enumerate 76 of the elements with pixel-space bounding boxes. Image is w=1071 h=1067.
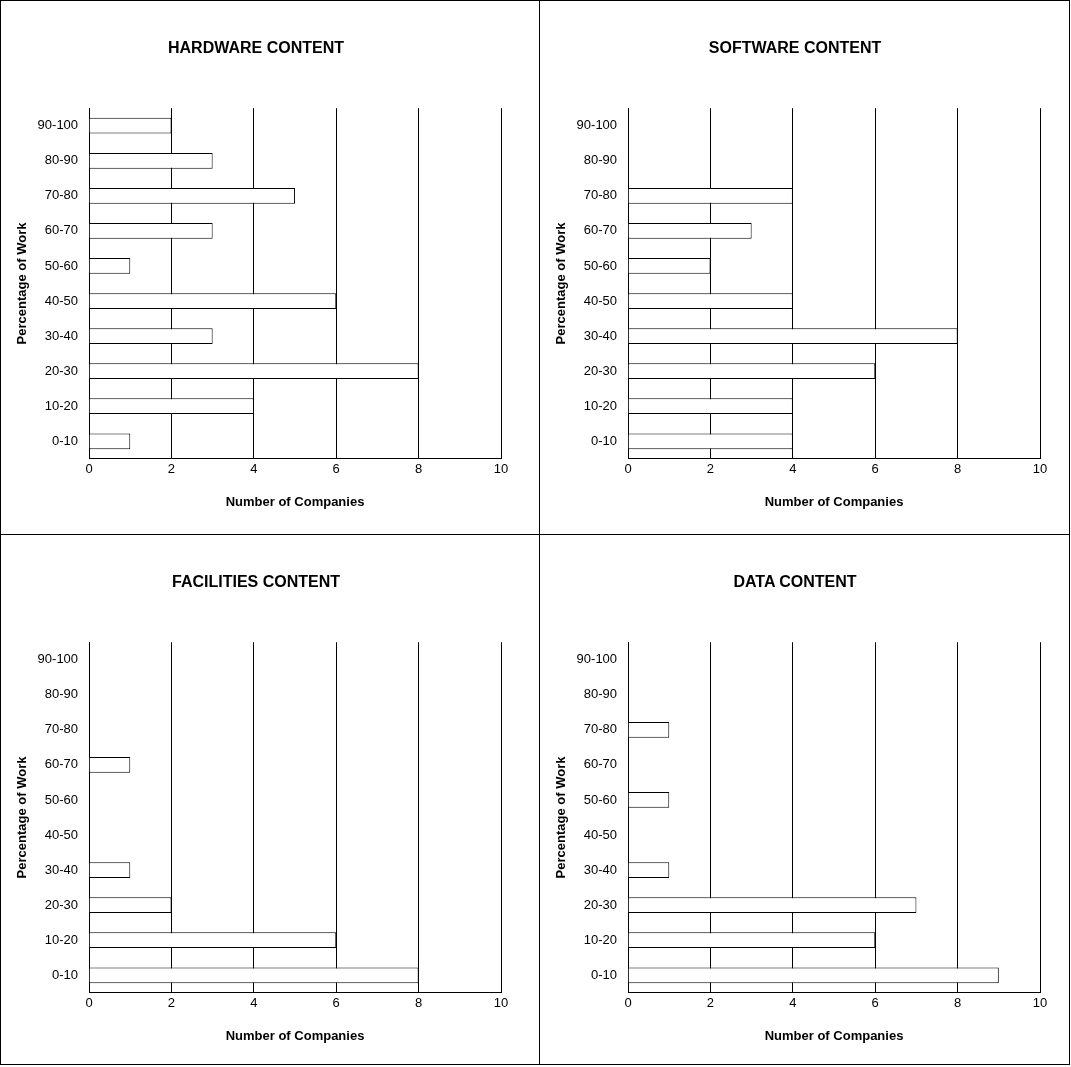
x-tick-label: 0 [624, 461, 632, 477]
x-axis-title: Number of Companies [764, 493, 904, 509]
x-tick-label: 4 [789, 995, 797, 1011]
chart-title: SOFTWARE CONTENT [708, 39, 882, 57]
y-tick-label: 0-10 [591, 432, 618, 448]
x-tick-label: 4 [250, 461, 258, 477]
y-tick-label: 90-100 [576, 117, 618, 133]
y-tick-label: 0-10 [52, 432, 79, 448]
y-tick-label: 10-20 [583, 397, 618, 413]
y-tick-label: 80-90 [44, 686, 79, 702]
y-tick-label: 40-50 [583, 292, 618, 308]
y-tick-label: 20-30 [583, 896, 618, 912]
chart-title: HARDWARE CONTENT [168, 39, 345, 57]
y-tick-label: 0-10 [52, 966, 79, 982]
y-tick-label: 0-10 [591, 966, 618, 982]
chart-title: DATA CONTENT [733, 573, 857, 591]
x-tick-label: 10 [493, 995, 509, 1011]
x-tick-label: 8 [415, 461, 423, 477]
x-tick-label: 6 [871, 995, 879, 1011]
x-tick-label: 6 [871, 461, 879, 477]
y-tick-label: 90-100 [37, 651, 79, 667]
y-tick-label: 30-40 [583, 327, 618, 343]
y-tick-label: 70-80 [44, 721, 79, 737]
x-tick-label: 0 [85, 995, 93, 1011]
y-tick-label: 40-50 [44, 826, 79, 842]
x-tick-label: 0 [85, 461, 93, 477]
x-axis-title: Number of Companies [225, 1027, 365, 1043]
y-tick-label: 90-100 [576, 651, 618, 667]
x-tick-label: 2 [167, 461, 176, 477]
chart-title: FACILITIES CONTENT [172, 573, 341, 591]
x-tick-label: 10 [1032, 995, 1048, 1011]
y-tick-label: 50-60 [44, 257, 79, 273]
y-tick-label: 90-100 [37, 117, 79, 133]
y-tick-label: 70-80 [44, 187, 79, 203]
y-tick-label: 50-60 [583, 791, 618, 807]
x-tick-label: 6 [332, 995, 340, 1011]
y-tick-label: 60-70 [44, 222, 79, 238]
y-tick-label: 60-70 [583, 222, 618, 238]
x-tick-label: 8 [954, 995, 962, 1011]
y-axis-title: Percentage of Work [14, 221, 30, 345]
x-tick-label: 10 [1032, 461, 1048, 477]
x-tick-label: 4 [250, 995, 258, 1011]
y-tick-label: 40-50 [44, 292, 79, 308]
y-tick-label: 50-60 [583, 257, 618, 273]
x-tick-label: 0 [624, 995, 632, 1011]
y-tick-label: 10-20 [44, 397, 79, 413]
y-tick-label: 30-40 [44, 327, 79, 343]
y-tick-label: 40-50 [583, 826, 618, 842]
x-axis-title: Number of Companies [764, 1027, 904, 1043]
y-tick-label: 70-80 [583, 187, 618, 203]
y-axis-title: Percentage of Work [553, 221, 569, 345]
y-tick-label: 10-20 [44, 931, 79, 947]
y-tick-label: 30-40 [44, 861, 79, 877]
x-tick-label: 4 [789, 461, 797, 477]
x-axis-title: Number of Companies [225, 493, 365, 509]
y-tick-label: 60-70 [583, 756, 618, 772]
y-tick-label: 50-60 [44, 791, 79, 807]
x-tick-label: 2 [167, 995, 176, 1011]
y-axis-title: Percentage of Work [14, 755, 30, 879]
x-tick-label: 8 [954, 461, 962, 477]
y-tick-label: 20-30 [44, 896, 79, 912]
x-tick-label: 10 [493, 461, 509, 477]
y-tick-label: 10-20 [583, 931, 618, 947]
y-tick-label: 20-30 [583, 362, 618, 378]
x-tick-label: 2 [706, 995, 715, 1011]
x-tick-label: 6 [332, 461, 340, 477]
y-tick-label: 30-40 [583, 861, 618, 877]
x-tick-label: 2 [706, 461, 715, 477]
y-tick-label: 80-90 [44, 152, 79, 168]
y-tick-label: 80-90 [583, 686, 618, 702]
y-axis-title: Percentage of Work [553, 755, 569, 879]
y-tick-label: 70-80 [583, 721, 618, 737]
y-tick-label: 80-90 [583, 152, 618, 168]
x-tick-label: 8 [415, 995, 423, 1011]
y-tick-label: 60-70 [44, 756, 79, 772]
y-tick-label: 20-30 [44, 362, 79, 378]
